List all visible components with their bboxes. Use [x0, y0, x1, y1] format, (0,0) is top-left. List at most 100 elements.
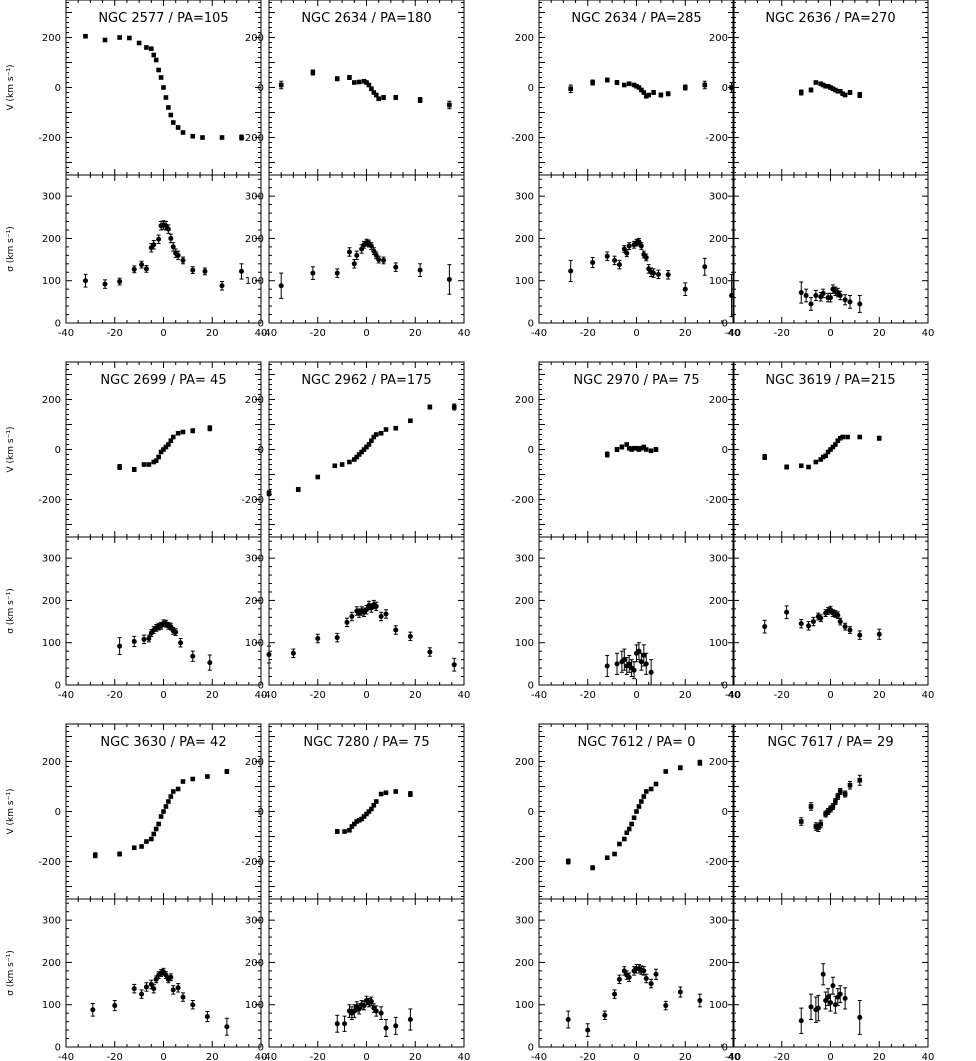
v-point — [408, 791, 413, 797]
v-point — [651, 90, 656, 95]
v-tick-label: 200 — [515, 395, 534, 406]
sigma-point — [407, 1017, 413, 1023]
v-point — [857, 434, 863, 440]
v-point — [828, 447, 833, 452]
v-point — [153, 458, 159, 464]
sigma-point — [762, 624, 768, 630]
v-point — [352, 80, 357, 85]
v-tick-label: 0 — [258, 83, 264, 94]
v-tick-label: 0 — [722, 445, 728, 456]
sigma-point — [837, 619, 843, 625]
v-tick-label: 200 — [515, 33, 534, 44]
v-point — [393, 95, 399, 100]
sigma-panel-frame — [268, 174, 465, 324]
v-point — [648, 786, 654, 792]
x-tick-label: 40 — [458, 1052, 471, 1061]
sigma-point — [310, 270, 316, 276]
sigma-point — [653, 971, 659, 977]
v-point — [845, 434, 850, 440]
sigma-point — [828, 295, 833, 301]
v-axis-label: V (km s⁻¹) — [6, 427, 16, 473]
sigma-point — [638, 243, 644, 249]
v-point — [381, 95, 386, 100]
x-tick-label: -20 — [310, 690, 326, 701]
sigma-point — [178, 640, 184, 646]
v-point — [631, 815, 637, 821]
v-point — [383, 790, 389, 796]
sigma-point — [202, 268, 208, 274]
sigma-point — [697, 997, 703, 1003]
x-tick-label: 0 — [633, 328, 639, 339]
v-point — [639, 87, 644, 93]
sigma-point — [612, 257, 618, 263]
sigma-point — [351, 1008, 357, 1014]
sigma-point — [180, 994, 186, 1000]
sigma-point — [173, 629, 179, 635]
sigma-tick-label: 300 — [709, 554, 728, 565]
sigma-tick-label: 0 — [55, 319, 61, 330]
v-tick-label: -200 — [241, 133, 264, 144]
sigma-point — [643, 661, 649, 667]
v-point — [837, 88, 843, 94]
v-point — [830, 86, 836, 92]
v-tick-label: 200 — [245, 757, 264, 768]
v-point — [139, 844, 144, 849]
sigma-point — [141, 636, 147, 642]
x-tick-label: -20 — [310, 328, 326, 339]
v-tick-label: 200 — [42, 33, 61, 44]
v-point — [163, 444, 169, 450]
v-point — [166, 799, 171, 804]
v-axis-label: V (km s⁻¹) — [6, 789, 16, 835]
x-tick-label: 20 — [679, 690, 692, 701]
v-point — [626, 826, 632, 832]
v-point — [361, 447, 367, 452]
sigma-point — [315, 635, 321, 641]
x-tick-label: -20 — [580, 328, 596, 339]
v-point — [158, 449, 164, 455]
sigma-point — [156, 236, 162, 242]
v-point — [639, 445, 644, 451]
sigma-point — [168, 235, 174, 241]
v-point — [417, 97, 423, 103]
v-point — [347, 827, 352, 833]
sigma-tick-label: 100 — [245, 1000, 264, 1011]
x-tick-label: 0 — [160, 1052, 166, 1061]
sigma-point — [798, 621, 804, 627]
v-point — [371, 434, 377, 440]
v-point — [626, 445, 632, 451]
sigma-tick-label: 100 — [42, 638, 61, 649]
v-point — [266, 490, 272, 496]
v-point — [626, 81, 632, 87]
x-tick-label: -40 — [531, 1052, 547, 1061]
x-tick-label: 0 — [827, 328, 833, 339]
v-point — [369, 806, 374, 812]
v-point — [678, 765, 683, 771]
sigma-point — [83, 278, 88, 284]
v-point — [131, 845, 137, 851]
v-point — [156, 821, 161, 827]
sigma-point — [643, 975, 649, 981]
sigma-point — [857, 1014, 863, 1020]
x-tick-label: -40 — [531, 690, 547, 701]
v-point — [634, 83, 639, 89]
v-point — [451, 404, 457, 410]
panel-title: NGC 2970 / PA= 75 — [573, 373, 699, 388]
sigma-point — [682, 286, 688, 292]
x-tick-label: 20 — [206, 1052, 219, 1061]
sigma-point — [373, 603, 379, 609]
v-point — [565, 859, 571, 864]
x-tick-label: 0 — [363, 328, 369, 339]
sigma-point — [153, 976, 159, 982]
sigma-point — [393, 1023, 399, 1029]
sigma-point — [818, 615, 824, 621]
v-point — [813, 459, 819, 465]
v-tick-label: -200 — [705, 495, 728, 506]
v-point — [175, 430, 181, 436]
sigma-point — [168, 624, 174, 630]
panel-title: NGC 2636 / PA=270 — [765, 11, 895, 26]
v-point — [369, 438, 374, 444]
v-point — [200, 135, 205, 140]
v-point — [190, 428, 196, 434]
